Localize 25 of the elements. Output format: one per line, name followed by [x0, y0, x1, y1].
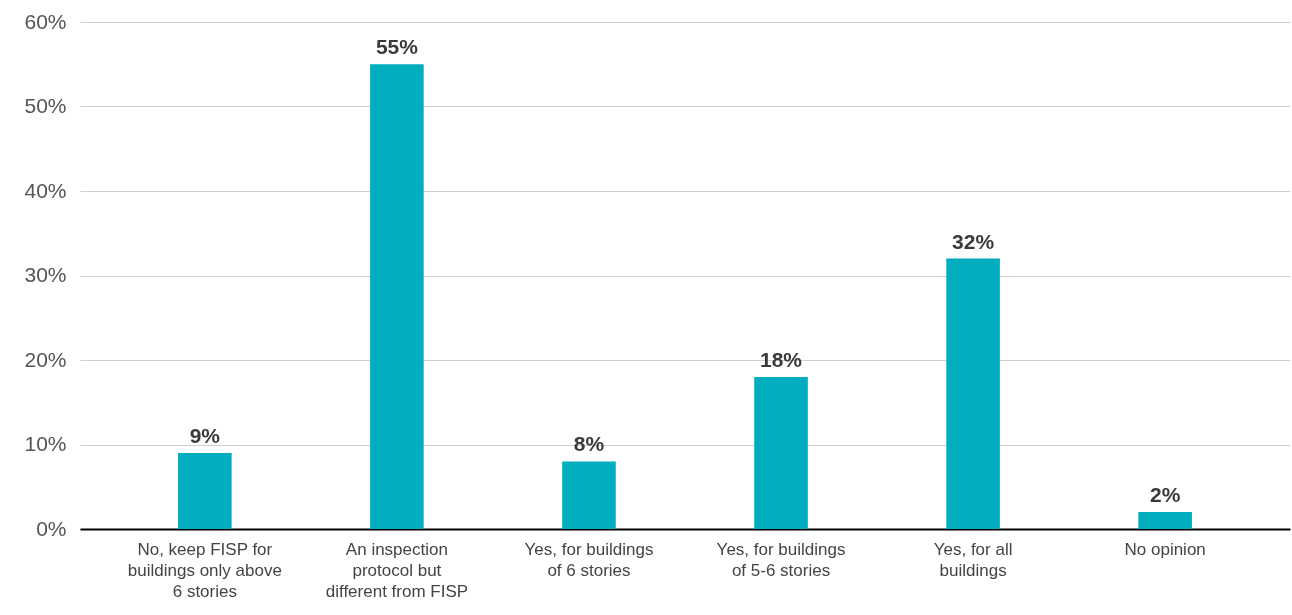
x-tick-label: No opinion [1124, 539, 1206, 559]
data-label: 55% [375, 35, 419, 59]
x-tick-label: An inspection protocol but different from FISP [325, 539, 469, 601]
bar [178, 452, 232, 529]
data-label: 8% [573, 432, 605, 456]
x-tick-label: No, keep FISP for buildings only above 6 stories [127, 539, 282, 601]
data-label: 32% [952, 229, 995, 253]
y-tick-label: 40% [24, 178, 67, 202]
bar [1138, 512, 1192, 529]
x-tick-label: Yes, for buildings of 6 stories [524, 539, 654, 580]
data-label: 18% [760, 347, 803, 371]
bar [370, 64, 424, 529]
y-tick-label: 20% [24, 347, 67, 371]
bar [754, 376, 808, 529]
y-tick-label: 0% [36, 516, 67, 540]
bar [946, 258, 1000, 529]
y-tick-label: 60% [24, 9, 67, 33]
y-tick-label: 10% [24, 432, 67, 455]
data-label: 2% [1149, 483, 1181, 507]
data-label: 9% [189, 423, 221, 447]
x-tick-label: Yes, for all buildings [933, 539, 1013, 580]
x-tick-label: Yes, for buildings of 5-6 stories [716, 539, 846, 580]
y-tick-label: 50% [24, 94, 67, 117]
y-tick-label: 30% [24, 263, 67, 286]
bar [562, 461, 616, 529]
